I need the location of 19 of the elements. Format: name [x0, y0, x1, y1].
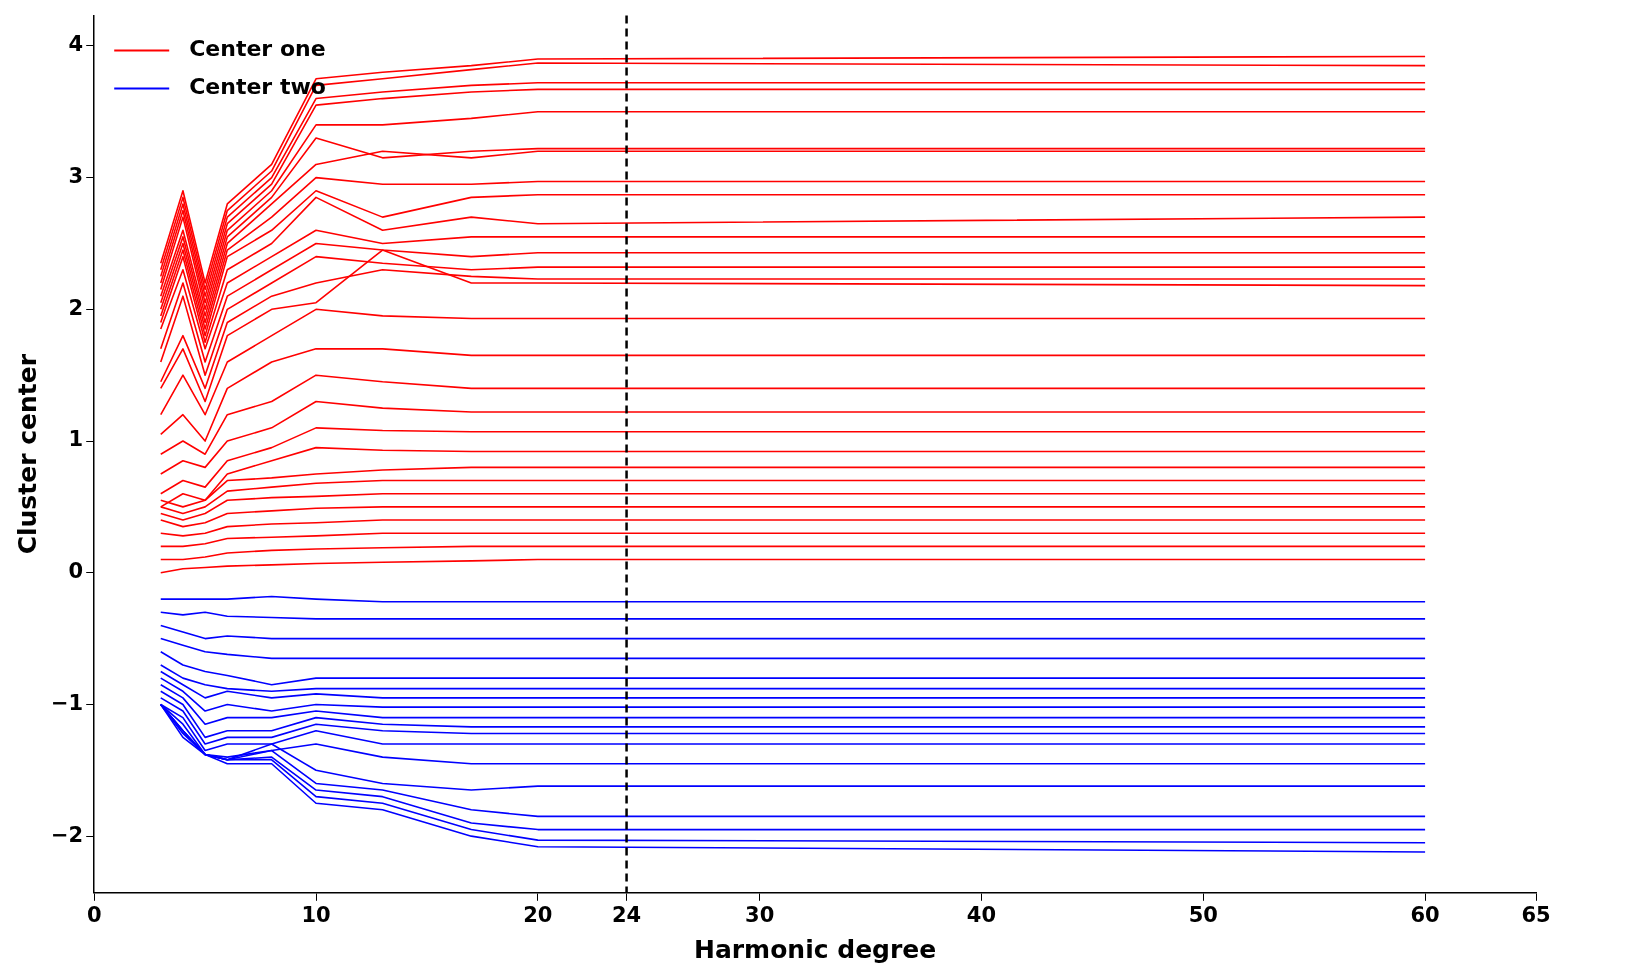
x-tick-label: 40 — [966, 902, 997, 927]
legend-label: Center one — [189, 36, 326, 62]
x-tick-label: 10 — [301, 902, 331, 927]
x-tick-label: 20 — [523, 902, 553, 927]
y-tick-label: 4 — [68, 32, 84, 57]
x-tick-label: 60 — [1410, 902, 1440, 927]
x-tick-label: 65 — [1521, 902, 1551, 927]
y-tick-label: −2 — [50, 822, 84, 847]
x-tick-label: 24 — [611, 902, 642, 927]
x-axis-title: Harmonic degree — [693, 934, 937, 964]
y-tick-label: 2 — [68, 295, 84, 320]
y-axis-title: Cluster center — [12, 353, 42, 555]
x-tick-label: 50 — [1188, 902, 1218, 927]
y-tick-label: 3 — [68, 164, 84, 189]
y-tick-label: −1 — [50, 690, 84, 715]
y-tick-label: 0 — [68, 559, 84, 584]
y-tick-label: 1 — [68, 427, 84, 452]
x-tick-label: 30 — [745, 902, 775, 927]
x-tick-label: 0 — [86, 902, 102, 927]
